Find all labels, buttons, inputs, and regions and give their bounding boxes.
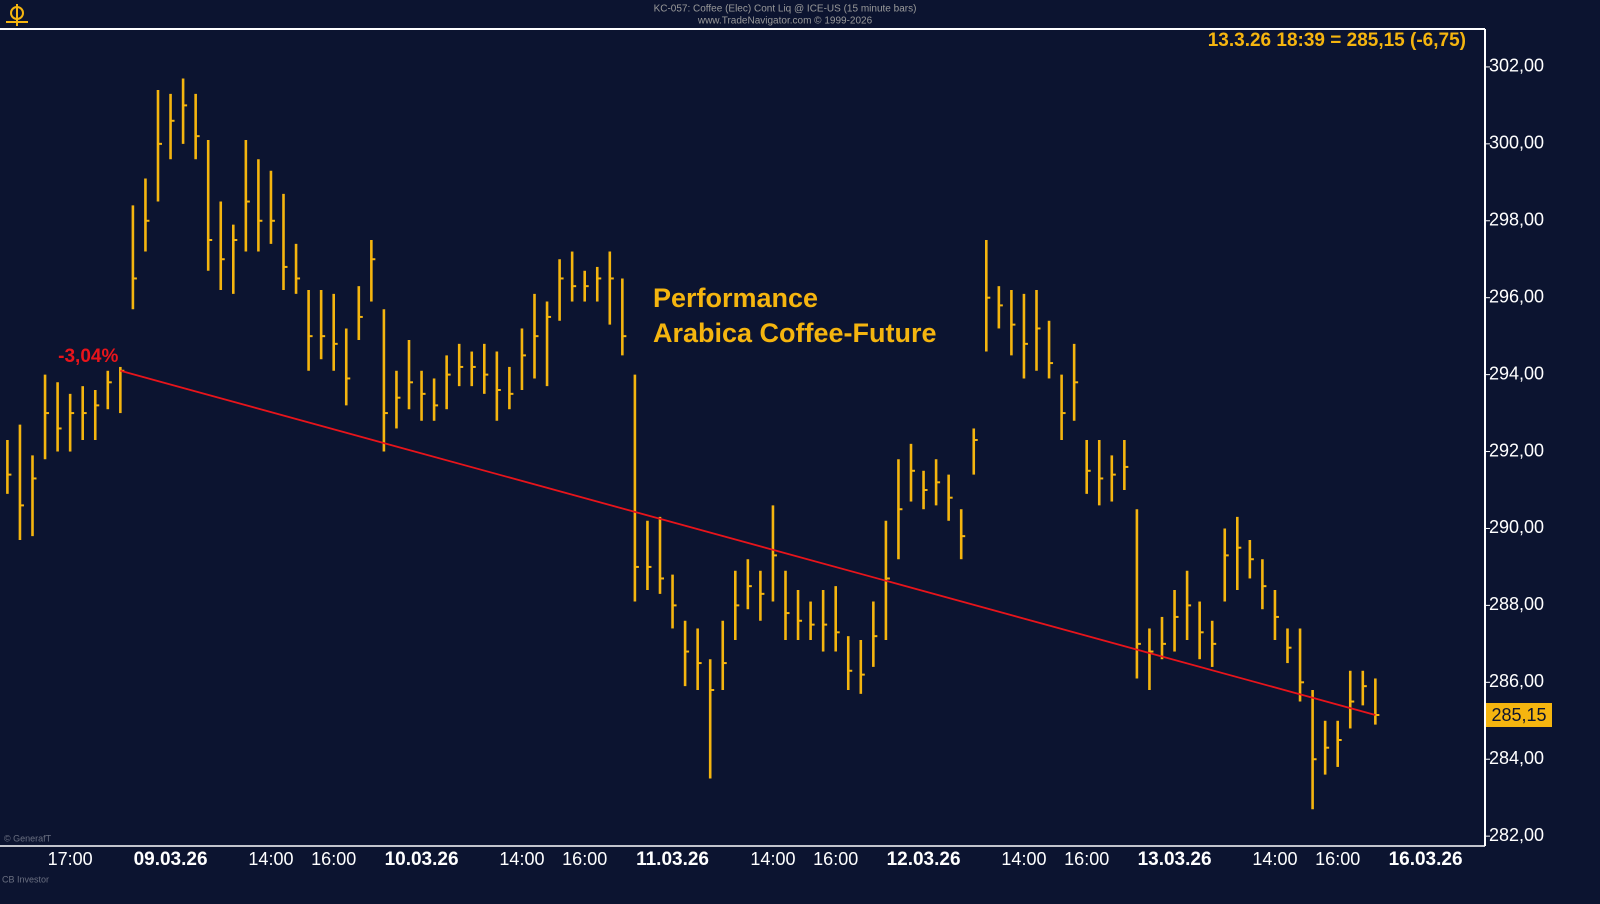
footer: © GenerafT <box>4 833 52 843</box>
x-tick-label: 14:00 <box>750 849 795 869</box>
y-tick-label: 302,00 <box>1489 56 1544 76</box>
performance-line <box>120 369 1376 716</box>
y-tick-label: 298,00 <box>1489 210 1544 230</box>
x-tick-label: 09.03.26 <box>134 849 208 870</box>
performance-label: -3,04% <box>58 346 118 367</box>
y-tick-label: 288,00 <box>1489 594 1544 614</box>
x-tick-label: 12.03.26 <box>887 849 961 870</box>
y-tick-label: 282,00 <box>1489 825 1544 845</box>
x-tick-label: 14:00 <box>1001 849 1046 869</box>
y-tick-label: 300,00 <box>1489 133 1544 153</box>
x-tick-label: 16:00 <box>1315 849 1360 869</box>
y-tick-label: 294,00 <box>1489 363 1544 383</box>
annotation: Arabica Coffee-Future <box>653 318 937 348</box>
x-tick-label: 14:00 <box>1252 849 1297 869</box>
x-tick-label: 10.03.26 <box>385 849 459 870</box>
chart-title: KC-057: Coffee (Elec) Cont Liq @ ICE-US … <box>654 4 917 15</box>
y-tick-label: 284,00 <box>1489 748 1544 768</box>
y-tick-label: 290,00 <box>1489 517 1544 537</box>
x-tick-label: 14:00 <box>499 849 544 869</box>
y-tick-label: 296,00 <box>1489 286 1544 306</box>
x-tick-label: 13.03.26 <box>1138 849 1212 870</box>
x-tick-label: 16:00 <box>813 849 858 869</box>
chart-subtitle: www.TradeNavigator.com © 1999-2026 <box>697 16 873 27</box>
y-tick-label: 292,00 <box>1489 440 1544 460</box>
footer: CB Investor <box>2 874 49 884</box>
x-tick-label: 16:00 <box>311 849 356 869</box>
logo <box>6 4 28 26</box>
annotation: Performance <box>653 283 818 313</box>
quote: 13.3.26 18:39 = 285,15 (-6,75) <box>1208 30 1466 51</box>
x-tick-label: 14:00 <box>248 849 293 869</box>
x-tick-label: 16:00 <box>1064 849 1109 869</box>
x-tick-label: 17:00 <box>48 849 93 869</box>
last-price-box <box>1486 703 1552 727</box>
x-tick-label: 11.03.26 <box>636 849 709 870</box>
x-tick-label: 16:00 <box>562 849 607 869</box>
last-price-label: 285,15 <box>1491 705 1546 725</box>
y-tick-label: 286,00 <box>1489 671 1544 691</box>
x-tick-label: 16.03.26 <box>1389 849 1463 870</box>
